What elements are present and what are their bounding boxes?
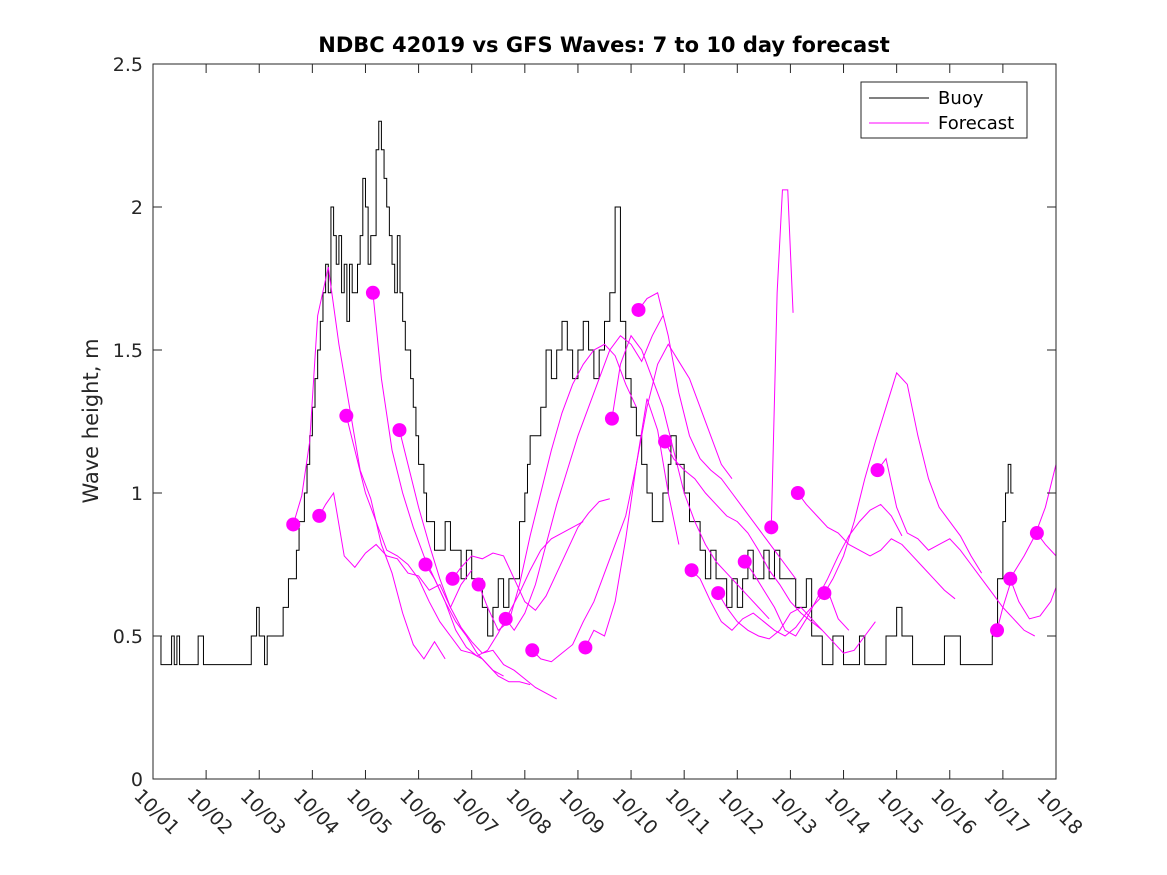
forecast-start-marker [604,411,619,426]
y-tick-label: 2 [131,197,143,219]
forecast-line [996,464,1056,631]
legend: Buoy Forecast [860,81,1028,139]
forecast-start-marker [1003,571,1018,586]
forecast-start-marker [312,508,327,523]
forecast-start-marker [870,463,885,478]
forecast-run [312,491,473,609]
forecast-start-marker [711,586,726,601]
forecast-line [1009,578,1056,620]
forecast-run [658,434,823,631]
forecast-start-marker [684,563,699,578]
forecast-run [817,371,983,601]
forecast-run [790,486,956,600]
forecast-line [372,292,531,686]
forecast-line [877,457,1035,637]
forecast-line [638,292,797,580]
forecast-line [611,334,770,620]
forecast-run [286,266,446,660]
forecast-run [631,292,797,580]
forecast-start-marker [658,434,673,449]
forecast-start-marker [1029,526,1044,541]
forecast-run [365,285,531,686]
forecast-start-marker [392,423,407,438]
forecast-line [584,343,733,648]
legend-box [860,81,1028,139]
chart-title: NDBC 42019 vs GFS Waves: 7 to 10 day for… [318,33,889,57]
plot-frame [152,63,1057,780]
buoy-series [153,120,1014,666]
legend-buoy-label: Buoy [938,88,984,109]
forecast-run [604,334,770,620]
forecast-line [292,266,446,660]
forecast-run [870,457,1035,637]
y-tick-label: 1.5 [113,340,143,362]
y-axis: 0 0.5 1 1.5 2 2.5 [113,54,1056,791]
forecast-start-marker [365,285,380,300]
forecast-start-marker [286,517,301,532]
forecast-start-marker [817,586,832,601]
y-tick-label: 2.5 [113,54,143,76]
y-tick-label: 0.5 [113,626,143,648]
forecast-start-marker [990,623,1005,638]
forecast-start-marker [339,408,354,423]
y-tick-label: 1 [131,483,143,505]
forecast-run [578,343,733,655]
forecast-start-marker [445,571,460,586]
forecast-run [1003,571,1056,620]
forecast-start-marker [764,520,779,535]
forecast-run [525,398,680,663]
forecast-run [498,315,664,632]
forecast-line [664,441,823,631]
forecast-line [797,492,956,600]
forecast-run [392,423,557,700]
buoy-line [153,120,1014,666]
forecast-line [823,371,983,594]
y-axis-label: Wave height, m [79,338,103,503]
forecast-run [990,464,1056,638]
forecast-start-marker [418,557,433,572]
forecast-line [717,592,876,654]
forecast-series-group [286,189,1056,700]
forecast-start-marker [471,577,486,592]
forecast-line [770,189,794,528]
forecast-line [318,491,473,609]
y-tick-label: 0 [131,769,143,791]
forecast-run [445,498,610,611]
forecast-start-marker [578,640,593,655]
forecast-start-marker [498,611,513,626]
forecast-run [711,586,876,654]
forecast-start-marker [737,554,752,569]
forecast-run [764,189,794,535]
forecast-line [452,498,610,611]
forecast-run [1029,526,1056,557]
forecast-line [505,315,664,632]
forecast-start-marker [790,486,805,500]
forecast-line [531,398,680,663]
legend-forecast-label: Forecast [938,113,1014,134]
forecast-start-marker [525,643,540,658]
forecast-start-marker [631,302,646,317]
forecast-line [398,429,557,700]
